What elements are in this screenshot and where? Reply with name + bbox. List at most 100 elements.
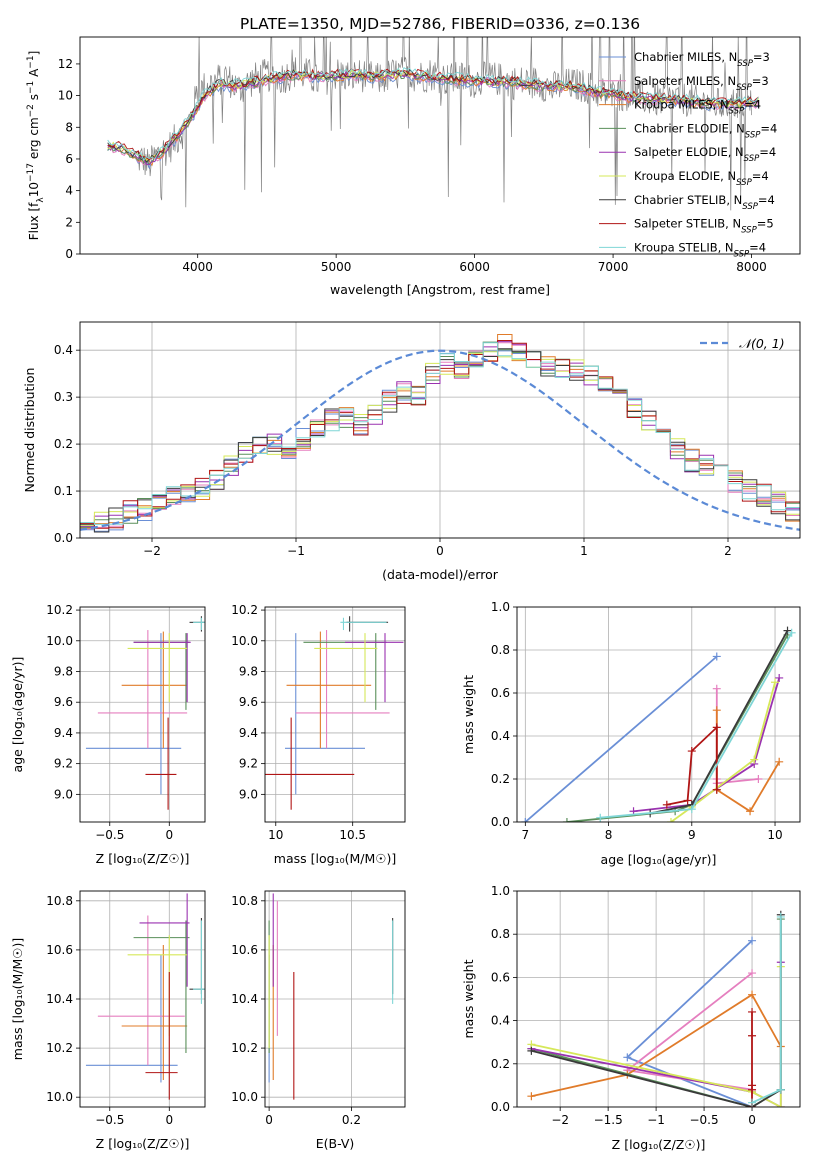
y-tick-label: 2 [65, 215, 73, 229]
y-tick-label: 1.0 [491, 600, 510, 614]
plot-content [265, 891, 405, 1107]
legend-label: Kroupa ELODIE, NSSP=4 [634, 169, 769, 188]
errorbar-point [121, 631, 188, 749]
errorbar-point [286, 631, 372, 749]
x-tick-label: 5000 [321, 260, 352, 274]
gaussian-curve [80, 349, 800, 531]
weight-marker [687, 805, 696, 814]
y-tick-label: 0.0 [491, 815, 510, 829]
weight-marker [748, 969, 757, 978]
x-tick-label: 0 [165, 828, 173, 842]
errorbar-point [85, 633, 182, 795]
y-tick-label: 0.6 [491, 970, 510, 984]
plot-area [265, 607, 405, 822]
weight-marker [771, 678, 780, 687]
weight-marker [527, 1046, 536, 1055]
y-tick-label: 10.6 [46, 943, 73, 957]
errorbar-point [340, 617, 387, 631]
y-tick-label: 9.2 [54, 757, 73, 771]
panel-age-vs-Z: −0.5 0 9.0 9.2 9.4 9.6 9.8 10.0 10.2 Z [log₁₀(Z/Z… [10, 603, 206, 866]
y-tick-label: 0 [65, 247, 73, 261]
y-tick-label: 0.0 [491, 1100, 510, 1114]
axes-frame [516, 890, 801, 1108]
errorbar-point [139, 893, 190, 987]
panel-spectrum: 4000 5000 6000 7000 8000 0 2 4 6 8 10 12 wavelength … [26, 36, 801, 297]
plot-content [107, 37, 759, 211]
weight-marker [776, 1103, 785, 1107]
weight-marker [712, 723, 721, 732]
x-tick-label: 9 [688, 828, 696, 842]
x-axis-label: Z [log₁₀(Z/Z☉)] [96, 1136, 190, 1151]
x-tick-label: 2 [724, 544, 732, 558]
weight-marker [596, 813, 605, 822]
weight-marker [683, 796, 692, 805]
residual-histogram [80, 341, 800, 527]
errorbar-point [127, 633, 188, 703]
spectrum-legend: Chabrier MILES, NSSP=3 Salpeter MILES, NS… [599, 50, 777, 259]
y-tick-label: 0.8 [491, 927, 510, 941]
y-tick-label: 10.0 [46, 1090, 73, 1104]
weight-marker [787, 628, 796, 637]
y-tick-label: 10.2 [231, 1041, 258, 1055]
x-tick-label: 8 [605, 828, 613, 842]
y-tick-label: 10.4 [231, 992, 258, 1006]
plot-content [80, 322, 800, 538]
weight-marker [776, 912, 785, 921]
x-tick-label: −2 [143, 544, 161, 558]
weight-marker [776, 1085, 785, 1094]
y-tick-label: 9.8 [239, 665, 258, 679]
legend-label: Kroupa STELIB, NSSP=4 [634, 240, 766, 259]
y-tick-label: 0.3 [54, 390, 73, 404]
legend-label: Chabrier ELODIE, NSSP=4 [634, 121, 777, 140]
y-axis-label: Flux [fλ10−17 erg cm−2 s−1 A−1] [26, 51, 46, 241]
plot-area [517, 607, 800, 822]
axes-frame [264, 606, 406, 823]
y-tick-label: 9.6 [239, 695, 258, 709]
weight-marker [712, 684, 721, 693]
y-tick-label: 0.6 [491, 686, 510, 700]
axes-frame [264, 890, 406, 1108]
errorbar-point [85, 954, 178, 1083]
x-tick-label: −1 [647, 1113, 665, 1127]
y-tick-label: 10.8 [46, 894, 73, 908]
x-tick-label: 10.5 [339, 828, 366, 842]
legend-label: Salpeter MILES, NSSP=3 [634, 74, 769, 93]
weight-series-line [531, 993, 782, 1098]
x-tick-label: −0.5 [95, 828, 124, 842]
weight-marker [783, 626, 792, 635]
weight-marker [562, 818, 571, 822]
errorbar-point [133, 633, 191, 703]
y-axis-label: age [log₁₀(age/yr)] [10, 657, 25, 773]
weight-marker [712, 652, 721, 661]
weight-marker [748, 936, 757, 945]
x-tick-label: 8000 [736, 260, 767, 274]
weight-marker [712, 785, 721, 794]
y-tick-label: 1.0 [491, 884, 510, 898]
weight-marker [748, 1007, 757, 1016]
weight-marker [687, 747, 696, 756]
x-tick-label: −0.5 [689, 1113, 718, 1127]
axes-frame [79, 606, 206, 823]
axes-frame [79, 890, 206, 1108]
y-axis-label: Normed distribution [22, 368, 37, 493]
weight-series-line [524, 655, 718, 822]
y-tick-label: 9.4 [54, 726, 73, 740]
y-tick-label: 9.6 [54, 695, 73, 709]
x-tick-label: −0.5 [95, 1113, 124, 1127]
weight-marker [623, 1053, 632, 1062]
y-tick-label: 0.2 [491, 772, 510, 786]
x-tick-label: 10 [268, 828, 283, 842]
errorbar-point [265, 717, 355, 810]
x-tick-label: 7000 [598, 260, 629, 274]
errorbar-point [193, 617, 205, 631]
errorbar-point [193, 920, 205, 1004]
y-tick-label: 6 [65, 152, 73, 166]
y-tick-label: 9.0 [239, 787, 258, 801]
model-spectrum-line [107, 68, 759, 163]
legend-label: Kroupa MILES, NSSP=4 [634, 98, 761, 117]
panel-mass-vs-Z: −0.5 0 10.0 10.2 10.4 10.6 10.8 Z [log₁₀(Z/Z☉)]… [10, 890, 206, 1151]
x-tick-label: 0 [748, 1113, 756, 1127]
errorbar-point [121, 945, 188, 1080]
panel-massweight-vs-age: 7 8 9 10 0.0 0.2 0.4 0.6 0.8 1.0 age [log₁₀(age/yr… [461, 600, 801, 867]
